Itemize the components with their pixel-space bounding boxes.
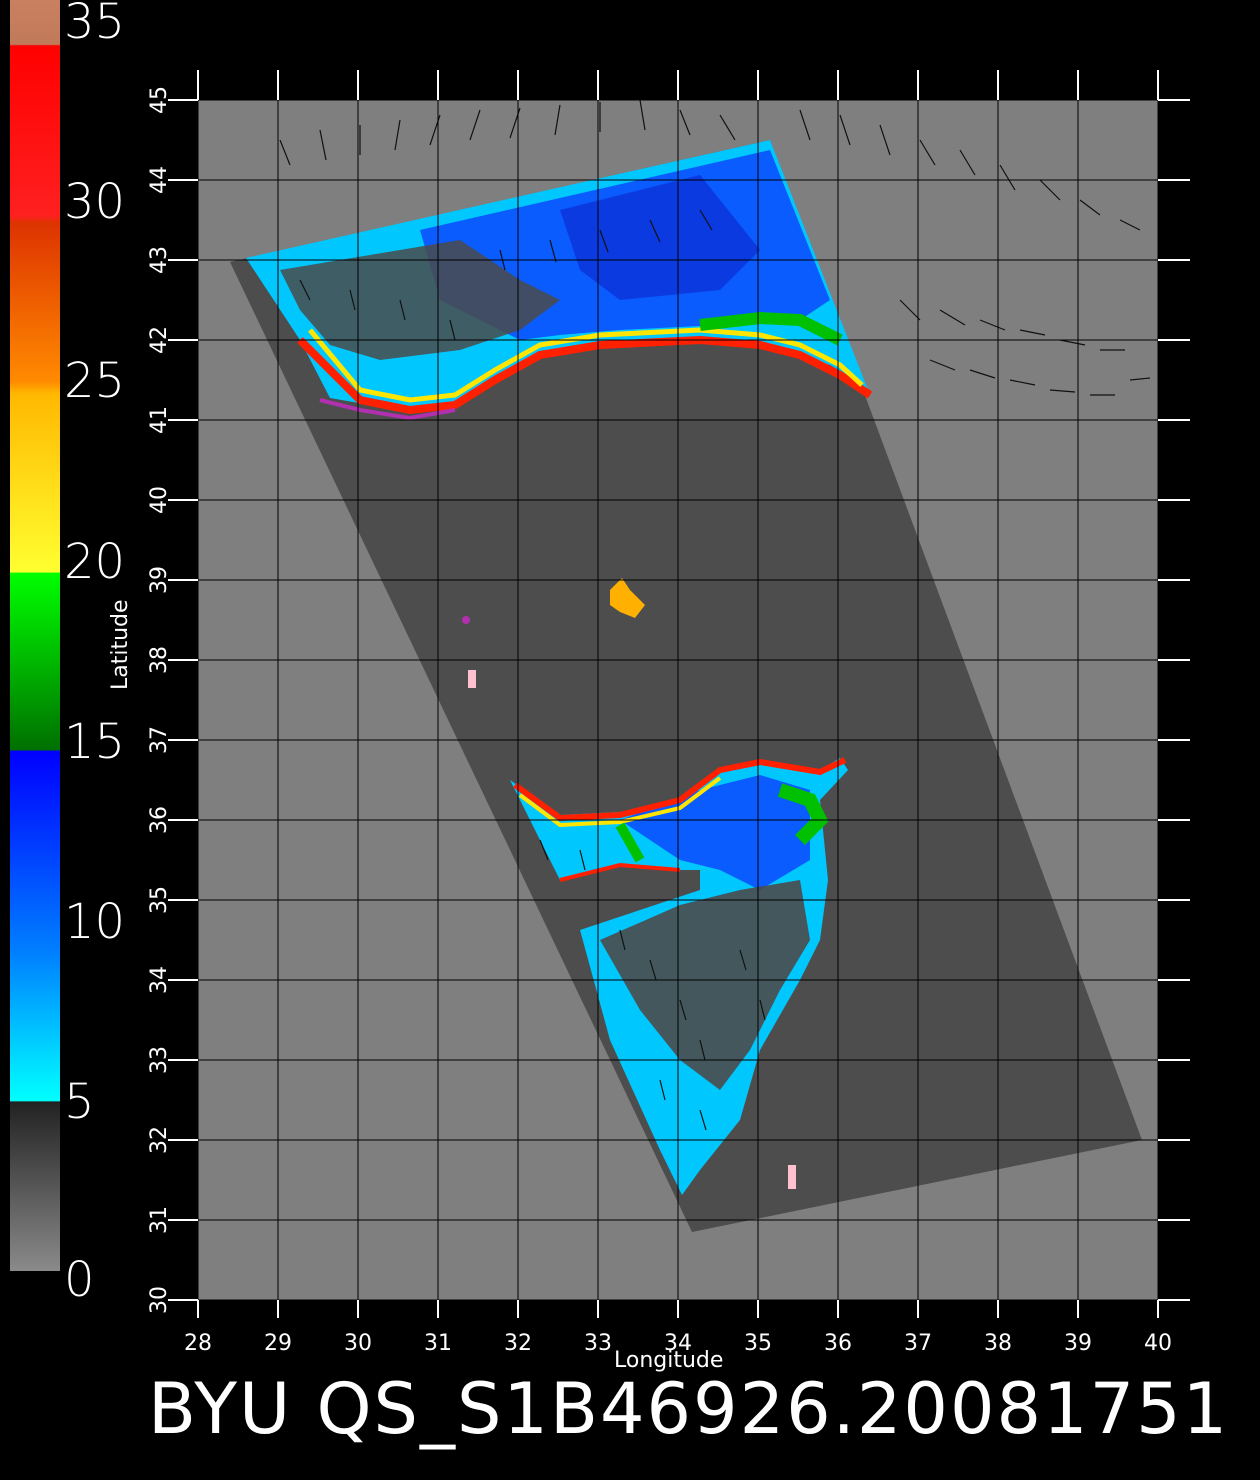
x-tick-label: 33 [584,1331,612,1356]
wind-speed-colorbar [10,0,60,1271]
y-tick-label: 42 [147,326,172,354]
wind-patch-small-1 [462,616,470,624]
y-tick-label: 36 [147,806,172,834]
colorbar-label-30: 30 [64,174,126,230]
y-tick-label: 38 [147,646,172,674]
x-tick-label: 40 [1144,1331,1172,1356]
colorbar-label-25: 25 [64,353,126,409]
x-tick-label: 35 [744,1331,772,1356]
y-tick-label: 30 [147,1286,172,1314]
colorbar-label-0: 0 [64,1252,95,1308]
x-axis-title: Longitude [614,1348,724,1373]
x-tick-label: 30 [344,1331,372,1356]
colorbar-label-35: 35 [64,0,126,50]
colorbar-label-20: 20 [64,534,126,590]
axis-tick-marks [168,70,1190,1318]
y-tick-label: 35 [147,886,172,914]
x-tick-label: 39 [1064,1331,1092,1356]
x-tick-label: 38 [984,1331,1012,1356]
y-tick-label: 45 [147,86,172,114]
y-tick-label: 39 [147,566,172,594]
y-tick-label: 44 [147,166,172,194]
y-axis-title: Latitude [108,599,133,690]
y-tick-label: 33 [147,1046,172,1074]
wind-patch-small-2 [468,670,476,688]
colorbar-label-5: 5 [64,1074,95,1130]
y-tick-label: 41 [147,406,172,434]
x-tick-label: 37 [904,1331,932,1356]
y-tick-label: 34 [147,966,172,994]
wind-vectors [279,99,1151,1131]
wind-patch-small-3 [788,1165,796,1189]
x-tick-label: 29 [264,1331,292,1356]
axis-tick-labels: 28 29 30 31 32 33 34 35 36 37 38 39 40 45 44 43 42 41 40 39… [147,86,1172,1356]
colorbar-label-15: 15 [64,714,126,770]
y-tick-label: 43 [147,246,172,274]
y-tick-label: 31 [147,1206,172,1234]
y-tick-label: 32 [147,1126,172,1154]
colorbar-label-10: 10 [64,894,126,950]
wind-patch-central [610,578,645,618]
x-tick-label: 34 [664,1331,692,1356]
y-tick-label: 40 [147,486,172,514]
x-tick-label: 28 [184,1331,212,1356]
product-id-footer: BYU QS_S1B46926.20081751 [148,1368,1230,1450]
x-tick-label: 36 [824,1331,852,1356]
x-tick-label: 31 [424,1331,452,1356]
y-tick-label: 37 [147,726,172,754]
x-tick-label: 32 [504,1331,532,1356]
black-sea-wind-field [246,140,873,421]
satellite-swath [230,140,1142,1232]
